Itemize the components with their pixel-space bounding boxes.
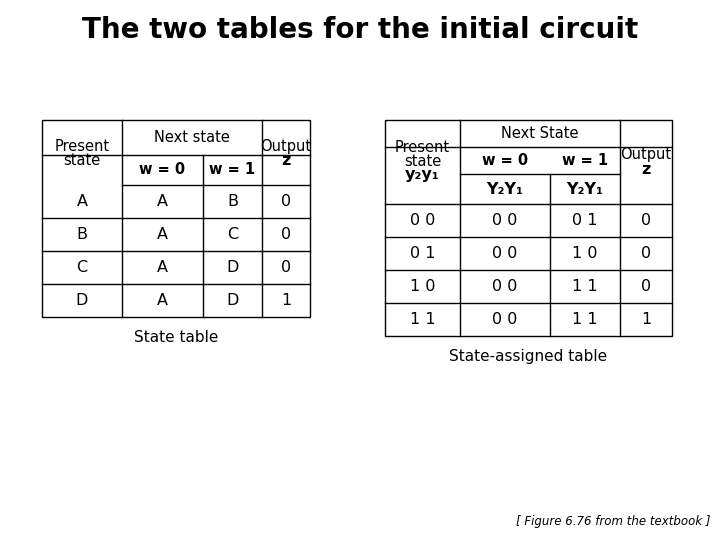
Text: 0 0: 0 0 xyxy=(492,312,518,327)
Text: 0 0: 0 0 xyxy=(410,213,435,228)
Text: B: B xyxy=(227,194,238,209)
Text: Output: Output xyxy=(621,147,672,163)
Text: z: z xyxy=(642,163,651,178)
Text: 0: 0 xyxy=(281,194,291,209)
Text: y₂y₁: y₂y₁ xyxy=(405,167,440,183)
Text: A: A xyxy=(157,293,168,308)
Text: A: A xyxy=(76,194,88,209)
Text: B: B xyxy=(76,227,88,242)
Text: z: z xyxy=(282,153,291,168)
Text: State table: State table xyxy=(134,329,218,345)
Text: A: A xyxy=(157,194,168,209)
Text: Next state: Next state xyxy=(154,130,230,145)
Text: The two tables for the initial circuit: The two tables for the initial circuit xyxy=(82,16,638,44)
Text: 0: 0 xyxy=(281,260,291,275)
Text: Present: Present xyxy=(55,139,109,154)
Text: 0 0: 0 0 xyxy=(492,246,518,261)
Text: A: A xyxy=(157,227,168,242)
Bar xyxy=(42,120,310,317)
Text: Output: Output xyxy=(261,139,312,154)
Text: 0: 0 xyxy=(281,227,291,242)
Text: 1: 1 xyxy=(281,293,291,308)
Text: A: A xyxy=(157,260,168,275)
Text: Y₂Y₁: Y₂Y₁ xyxy=(567,181,603,197)
Text: 0 0: 0 0 xyxy=(492,279,518,294)
Text: 0 0: 0 0 xyxy=(492,213,518,228)
Text: 0: 0 xyxy=(641,279,651,294)
Text: Y₂Y₁: Y₂Y₁ xyxy=(487,181,523,197)
Text: Present: Present xyxy=(395,140,450,156)
Text: 1 1: 1 1 xyxy=(572,312,598,327)
Bar xyxy=(385,120,672,336)
Text: 0 1: 0 1 xyxy=(410,246,436,261)
Text: C: C xyxy=(227,227,238,242)
Text: 1 0: 1 0 xyxy=(572,246,598,261)
Text: 1: 1 xyxy=(641,312,651,327)
Text: state: state xyxy=(404,153,441,168)
Text: D: D xyxy=(76,293,88,308)
Text: w = 0: w = 0 xyxy=(140,163,186,178)
Text: D: D xyxy=(226,260,239,275)
Text: w = 1: w = 1 xyxy=(562,153,608,168)
Text: Next State: Next State xyxy=(501,126,579,141)
Text: 1 1: 1 1 xyxy=(572,279,598,294)
Text: C: C xyxy=(76,260,88,275)
Text: 1 0: 1 0 xyxy=(410,279,436,294)
Text: D: D xyxy=(226,293,239,308)
Text: 0: 0 xyxy=(641,213,651,228)
Text: w = 0: w = 0 xyxy=(482,153,528,168)
Text: State-assigned table: State-assigned table xyxy=(449,348,608,363)
Text: 1 1: 1 1 xyxy=(410,312,436,327)
Text: 0: 0 xyxy=(641,246,651,261)
Text: 0 1: 0 1 xyxy=(572,213,598,228)
Text: w = 1: w = 1 xyxy=(210,163,256,178)
Text: state: state xyxy=(63,153,101,168)
Text: [ Figure 6.76 from the textbook ]: [ Figure 6.76 from the textbook ] xyxy=(516,515,710,528)
